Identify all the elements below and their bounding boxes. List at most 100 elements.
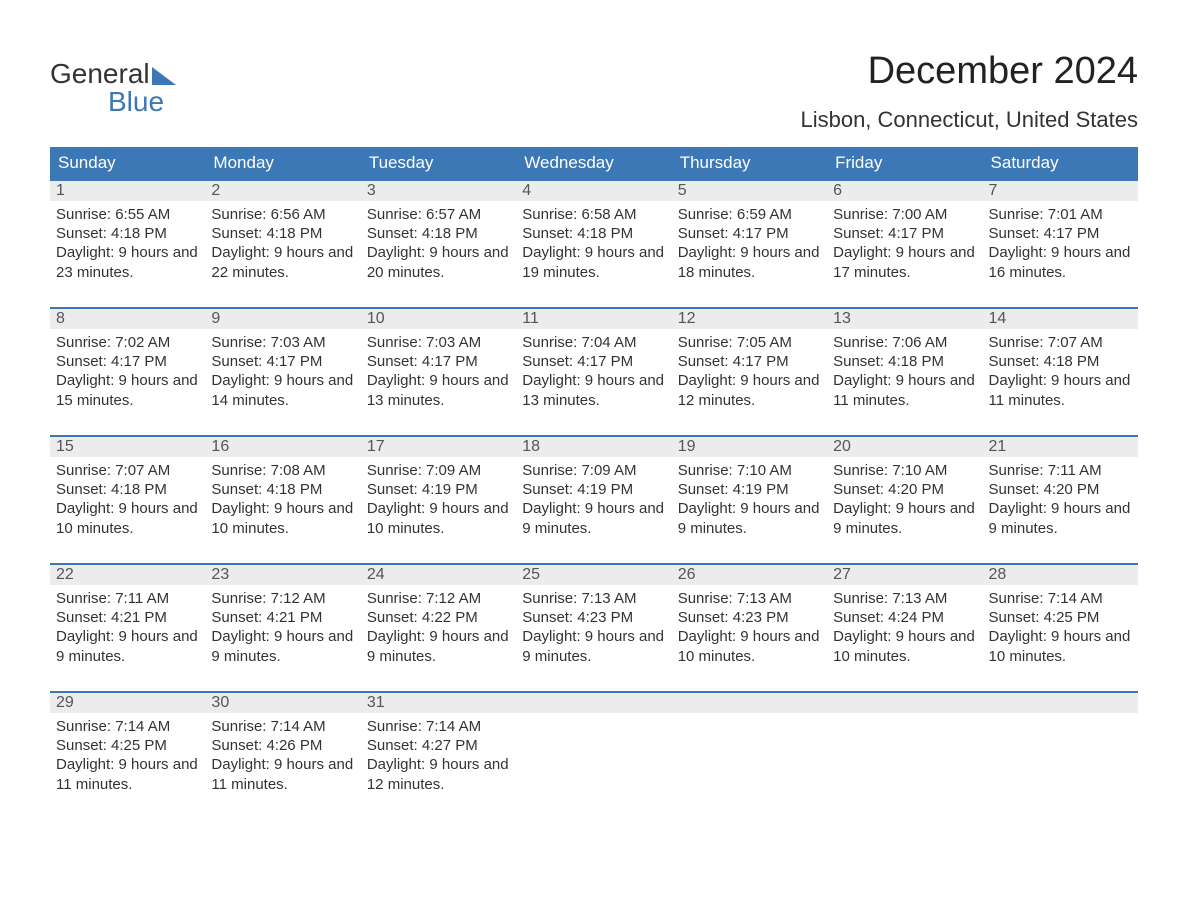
day-body: Sunrise: 7:03 AMSunset: 4:17 PMDaylight:… — [361, 329, 516, 416]
daylight-line: Daylight: 9 hours and 10 minutes. — [56, 499, 199, 537]
calendar-day-cell: 25Sunrise: 7:13 AMSunset: 4:23 PMDayligh… — [516, 563, 671, 691]
day-number: 22 — [50, 563, 205, 585]
daylight-line: Daylight: 9 hours and 20 minutes. — [367, 243, 510, 281]
daylight-line: Daylight: 9 hours and 9 minutes. — [522, 499, 665, 537]
sunrise-line: Sunrise: 7:11 AM — [56, 589, 199, 608]
day-body: Sunrise: 7:09 AMSunset: 4:19 PMDaylight:… — [516, 457, 671, 544]
sunrise-line: Sunrise: 7:07 AM — [989, 333, 1132, 352]
sunrise-line: Sunrise: 7:11 AM — [989, 461, 1132, 480]
day-body: Sunrise: 7:12 AMSunset: 4:22 PMDaylight:… — [361, 585, 516, 672]
sunrise-line: Sunrise: 7:10 AM — [678, 461, 821, 480]
sunset-line: Sunset: 4:23 PM — [678, 608, 821, 627]
sunset-line: Sunset: 4:19 PM — [522, 480, 665, 499]
sunset-line: Sunset: 4:23 PM — [522, 608, 665, 627]
calendar-day-cell: 23Sunrise: 7:12 AMSunset: 4:21 PMDayligh… — [205, 563, 360, 691]
sunrise-line: Sunrise: 7:14 AM — [367, 717, 510, 736]
sunset-line: Sunset: 4:25 PM — [989, 608, 1132, 627]
day-body: Sunrise: 7:00 AMSunset: 4:17 PMDaylight:… — [827, 201, 982, 288]
daylight-line: Daylight: 9 hours and 9 minutes. — [56, 627, 199, 665]
day-number: 25 — [516, 563, 671, 585]
day-number: 14 — [983, 307, 1138, 329]
sunset-line: Sunset: 4:17 PM — [367, 352, 510, 371]
day-number: 19 — [672, 435, 827, 457]
day-number: 2 — [205, 179, 360, 201]
calendar-week-row: 15Sunrise: 7:07 AMSunset: 4:18 PMDayligh… — [50, 435, 1138, 563]
day-number: 13 — [827, 307, 982, 329]
daylight-line: Daylight: 9 hours and 9 minutes. — [678, 499, 821, 537]
logo-triangle-icon — [152, 67, 176, 85]
day-number: 5 — [672, 179, 827, 201]
sunrise-line: Sunrise: 7:13 AM — [678, 589, 821, 608]
sunrise-line: Sunrise: 7:07 AM — [56, 461, 199, 480]
calendar-day-cell: 4Sunrise: 6:58 AMSunset: 4:18 PMDaylight… — [516, 179, 671, 307]
day-body: Sunrise: 7:10 AMSunset: 4:19 PMDaylight:… — [672, 457, 827, 544]
day-body: Sunrise: 7:13 AMSunset: 4:23 PMDaylight:… — [672, 585, 827, 672]
sunset-line: Sunset: 4:20 PM — [833, 480, 976, 499]
calendar-day-cell: 13Sunrise: 7:06 AMSunset: 4:18 PMDayligh… — [827, 307, 982, 435]
sunset-line: Sunset: 4:18 PM — [522, 224, 665, 243]
day-number: 18 — [516, 435, 671, 457]
daylight-line: Daylight: 9 hours and 10 minutes. — [678, 627, 821, 665]
sunset-line: Sunset: 4:24 PM — [833, 608, 976, 627]
day-body: Sunrise: 7:13 AMSunset: 4:24 PMDaylight:… — [827, 585, 982, 672]
day-number: 11 — [516, 307, 671, 329]
calendar-week-row: 8Sunrise: 7:02 AMSunset: 4:17 PMDaylight… — [50, 307, 1138, 435]
sunrise-line: Sunrise: 7:03 AM — [367, 333, 510, 352]
calendar-week-row: 1Sunrise: 6:55 AMSunset: 4:18 PMDaylight… — [50, 179, 1138, 307]
day-number: 6 — [827, 179, 982, 201]
sunset-line: Sunset: 4:27 PM — [367, 736, 510, 755]
calendar-day-cell: 8Sunrise: 7:02 AMSunset: 4:17 PMDaylight… — [50, 307, 205, 435]
daylight-line: Daylight: 9 hours and 12 minutes. — [678, 371, 821, 409]
sunset-line: Sunset: 4:18 PM — [833, 352, 976, 371]
sunset-line: Sunset: 4:17 PM — [678, 224, 821, 243]
sunrise-line: Sunrise: 7:14 AM — [56, 717, 199, 736]
calendar-day-cell: 2Sunrise: 6:56 AMSunset: 4:18 PMDaylight… — [205, 179, 360, 307]
sunrise-line: Sunrise: 6:58 AM — [522, 205, 665, 224]
daylight-line: Daylight: 9 hours and 15 minutes. — [56, 371, 199, 409]
day-header: Saturday — [983, 147, 1138, 179]
day-body: Sunrise: 7:05 AMSunset: 4:17 PMDaylight:… — [672, 329, 827, 416]
calendar-day-cell: 15Sunrise: 7:07 AMSunset: 4:18 PMDayligh… — [50, 435, 205, 563]
day-number: 9 — [205, 307, 360, 329]
day-body: Sunrise: 7:07 AMSunset: 4:18 PMDaylight:… — [983, 329, 1138, 416]
daylight-line: Daylight: 9 hours and 10 minutes. — [989, 627, 1132, 665]
calendar-day-cell: 27Sunrise: 7:13 AMSunset: 4:24 PMDayligh… — [827, 563, 982, 691]
header: General Blue December 2024 Lisbon, Conne… — [50, 50, 1138, 133]
daylight-line: Daylight: 9 hours and 11 minutes. — [56, 755, 199, 793]
calendar-day-cell: 10Sunrise: 7:03 AMSunset: 4:17 PMDayligh… — [361, 307, 516, 435]
daylight-line: Daylight: 9 hours and 19 minutes. — [522, 243, 665, 281]
day-body: Sunrise: 7:12 AMSunset: 4:21 PMDaylight:… — [205, 585, 360, 672]
day-body: Sunrise: 6:58 AMSunset: 4:18 PMDaylight:… — [516, 201, 671, 288]
day-number: 12 — [672, 307, 827, 329]
day-number-empty — [983, 691, 1138, 713]
day-body: Sunrise: 7:03 AMSunset: 4:17 PMDaylight:… — [205, 329, 360, 416]
sunrise-line: Sunrise: 7:10 AM — [833, 461, 976, 480]
day-number-empty — [516, 691, 671, 713]
sunrise-line: Sunrise: 6:57 AM — [367, 205, 510, 224]
day-number: 16 — [205, 435, 360, 457]
calendar-day-cell: 31Sunrise: 7:14 AMSunset: 4:27 PMDayligh… — [361, 691, 516, 819]
day-number: 7 — [983, 179, 1138, 201]
calendar-week-row: 29Sunrise: 7:14 AMSunset: 4:25 PMDayligh… — [50, 691, 1138, 819]
daylight-line: Daylight: 9 hours and 16 minutes. — [989, 243, 1132, 281]
calendar-day-cell — [827, 691, 982, 819]
sunrise-line: Sunrise: 7:08 AM — [211, 461, 354, 480]
calendar-day-cell — [516, 691, 671, 819]
location-text: Lisbon, Connecticut, United States — [800, 107, 1138, 133]
day-number: 23 — [205, 563, 360, 585]
daylight-line: Daylight: 9 hours and 23 minutes. — [56, 243, 199, 281]
sunrise-line: Sunrise: 7:09 AM — [522, 461, 665, 480]
day-number: 28 — [983, 563, 1138, 585]
sunset-line: Sunset: 4:18 PM — [211, 480, 354, 499]
calendar-body: 1Sunrise: 6:55 AMSunset: 4:18 PMDaylight… — [50, 179, 1138, 819]
day-header: Wednesday — [516, 147, 671, 179]
calendar-day-cell: 22Sunrise: 7:11 AMSunset: 4:21 PMDayligh… — [50, 563, 205, 691]
daylight-line: Daylight: 9 hours and 10 minutes. — [211, 499, 354, 537]
day-number: 27 — [827, 563, 982, 585]
calendar-day-cell: 26Sunrise: 7:13 AMSunset: 4:23 PMDayligh… — [672, 563, 827, 691]
day-body: Sunrise: 7:08 AMSunset: 4:18 PMDaylight:… — [205, 457, 360, 544]
sunrise-line: Sunrise: 7:09 AM — [367, 461, 510, 480]
day-body: Sunrise: 6:57 AMSunset: 4:18 PMDaylight:… — [361, 201, 516, 288]
daylight-line: Daylight: 9 hours and 11 minutes. — [989, 371, 1132, 409]
page: General Blue December 2024 Lisbon, Conne… — [0, 0, 1188, 859]
